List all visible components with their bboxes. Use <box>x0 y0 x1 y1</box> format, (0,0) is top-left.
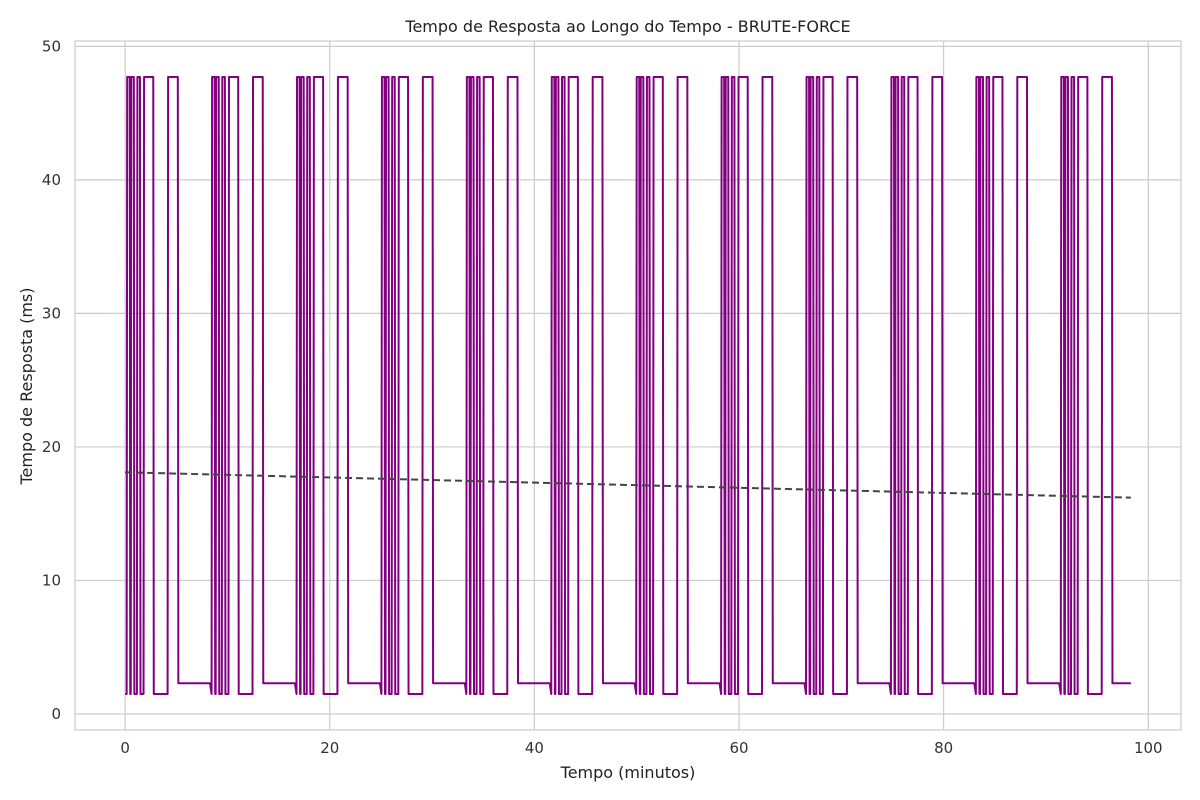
x-tick-label: 60 <box>729 739 748 757</box>
response-time-line <box>125 76 1131 695</box>
y-tick-label: 40 <box>42 171 61 189</box>
chart-title: Tempo de Resposta ao Longo do Tempo - BR… <box>404 17 850 36</box>
y-axis-label: Tempo de Resposta (ms) <box>17 287 36 485</box>
plot-series <box>125 76 1131 695</box>
plot-frame <box>74 40 1182 731</box>
y-tick-label: 50 <box>42 37 61 55</box>
trend-line <box>125 471 1131 499</box>
x-tick-label: 20 <box>320 739 339 757</box>
x-tick-label: 0 <box>120 739 130 757</box>
x-tick-label: 40 <box>525 739 544 757</box>
y-tick-label: 20 <box>42 438 61 456</box>
y-tick-label: 0 <box>51 705 61 723</box>
y-tick-label: 30 <box>42 304 61 322</box>
grid <box>75 41 1181 730</box>
ticks: 0 20 40 60 80 100 0 10 20 30 40 50 <box>42 37 1163 757</box>
x-tick-label: 100 <box>1134 739 1163 757</box>
x-axis-label: Tempo (minutos) <box>560 763 696 782</box>
x-tick-label: 80 <box>934 739 953 757</box>
y-tick-label: 10 <box>42 571 61 589</box>
